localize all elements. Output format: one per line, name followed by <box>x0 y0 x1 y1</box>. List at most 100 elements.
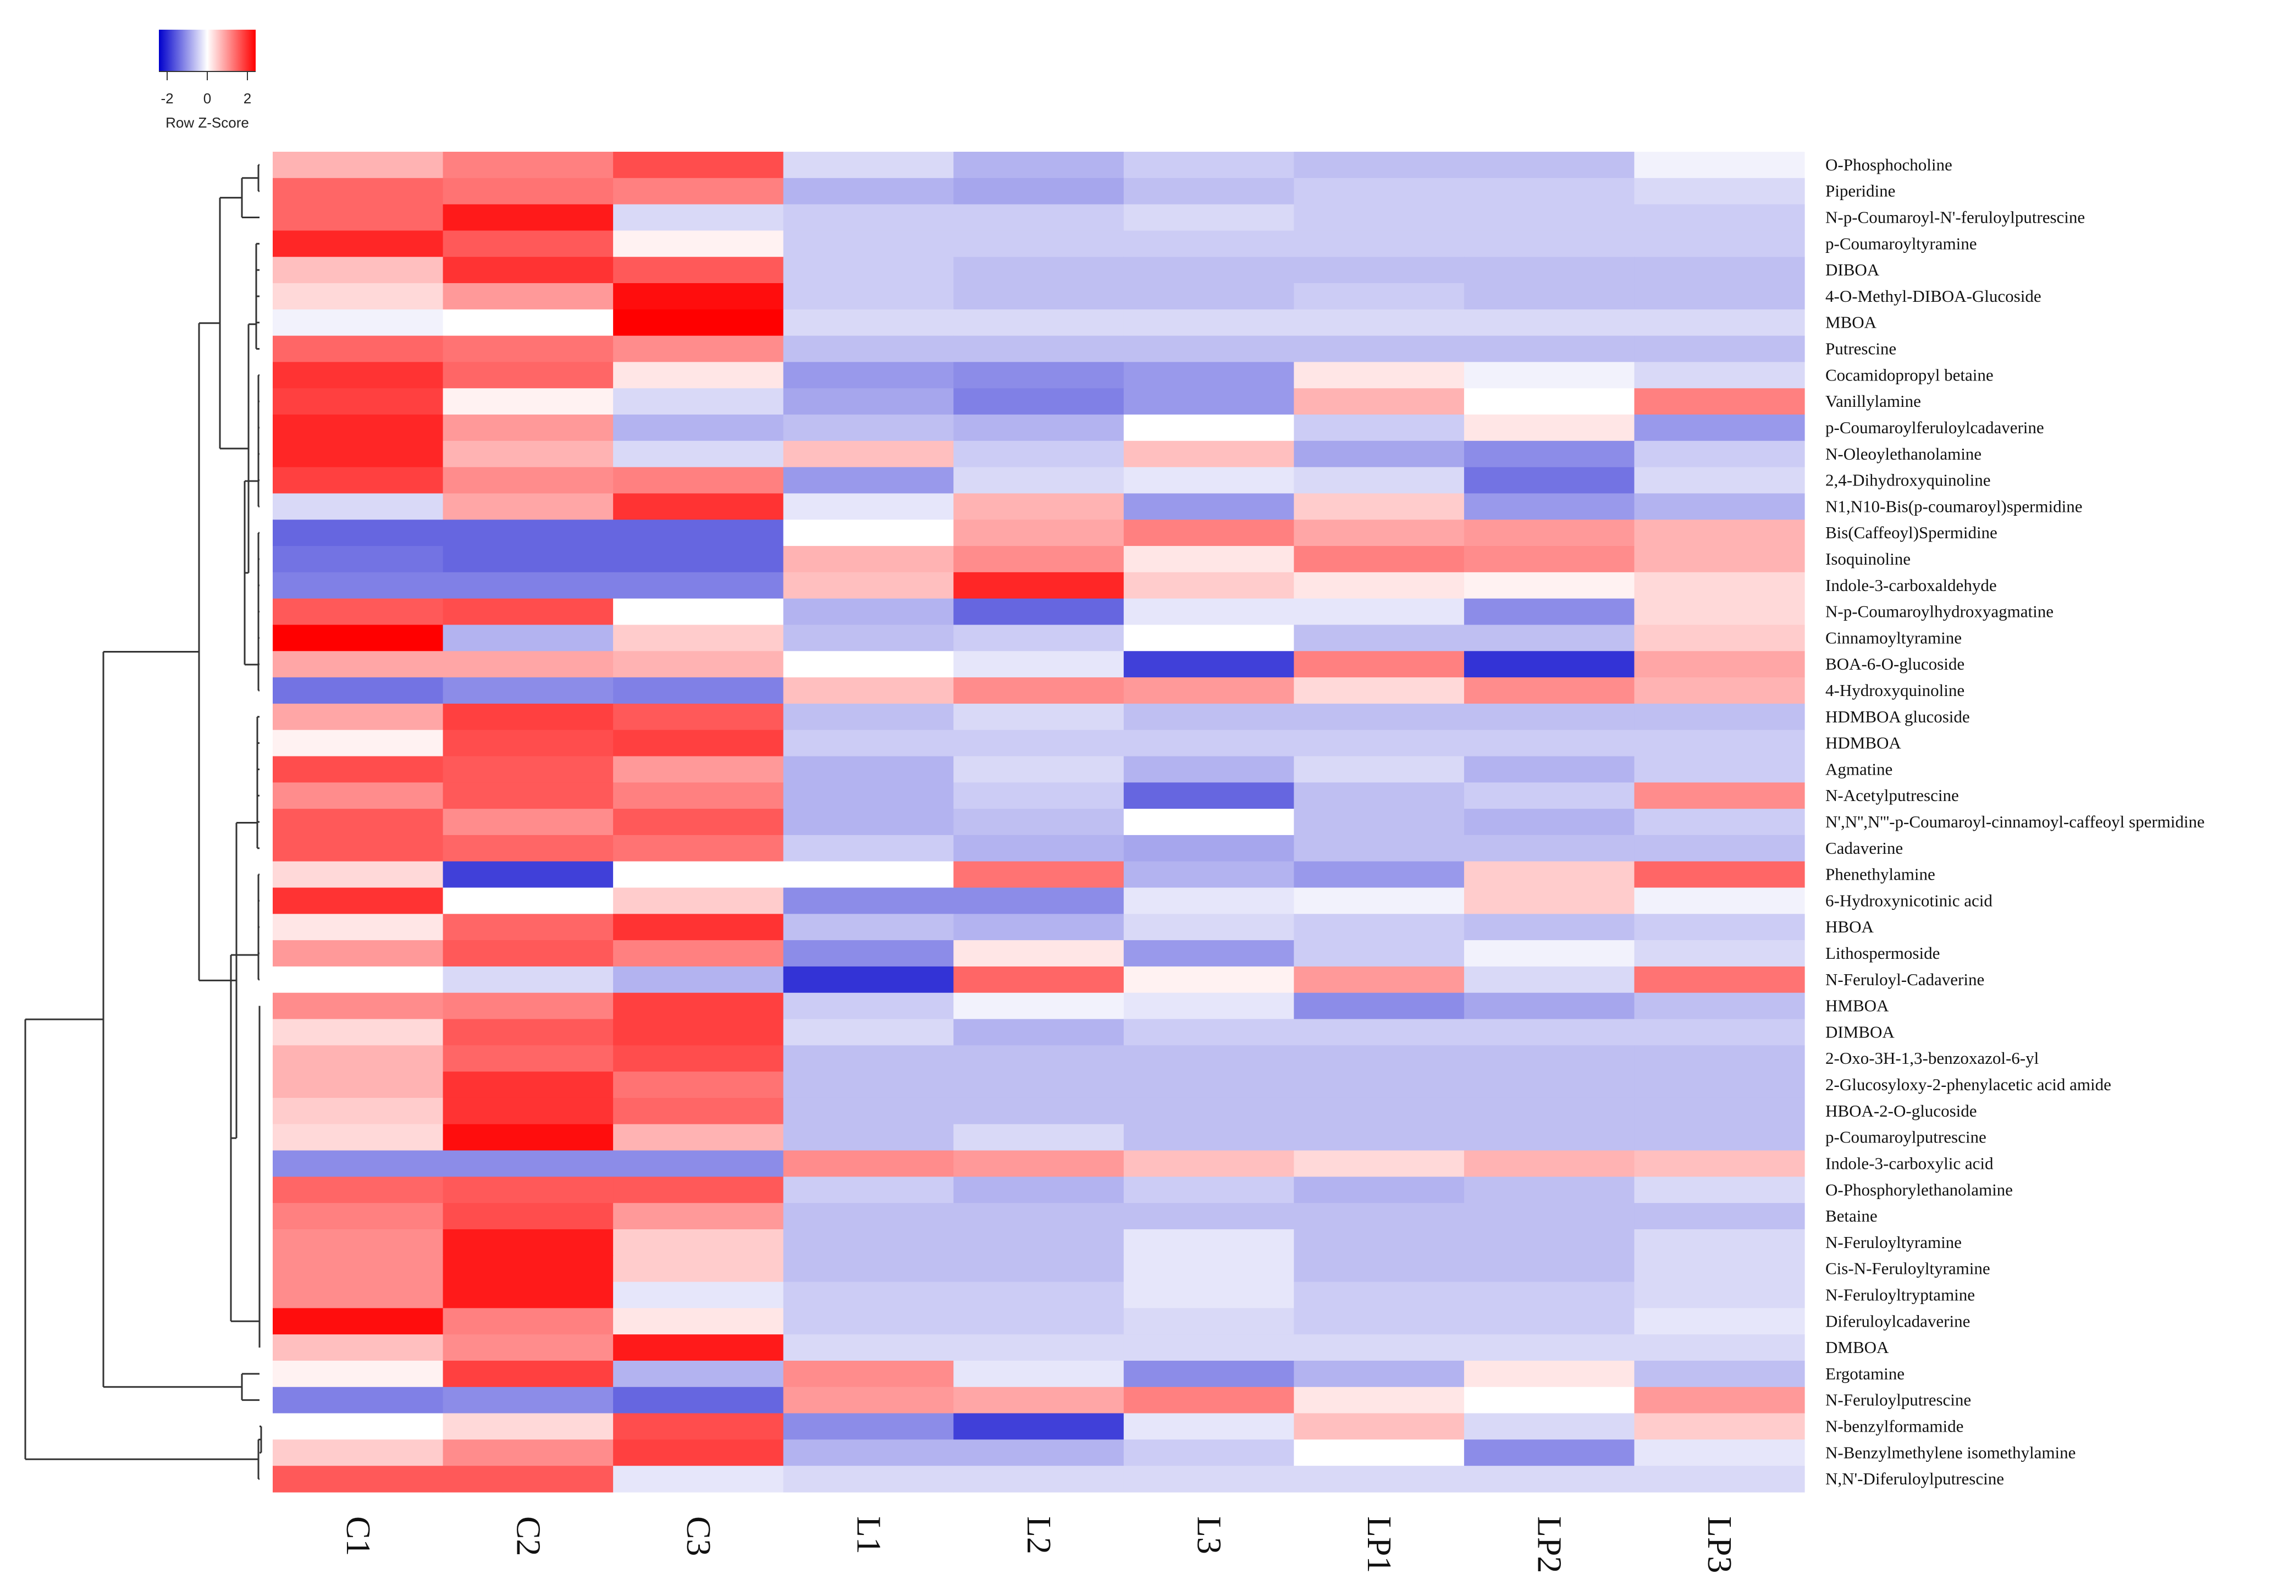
heatmap-cell <box>1464 1255 1635 1283</box>
heatmap-cell <box>1294 1045 1465 1072</box>
heatmap-cell <box>1294 809 1465 836</box>
heatmap-cell <box>1464 493 1635 520</box>
heatmap-cell <box>273 1045 444 1072</box>
heatmap-cell <box>1464 440 1635 468</box>
heatmap-cell <box>1123 887 1294 914</box>
heatmap-cell <box>443 625 614 651</box>
heatmap-cell <box>1634 756 1805 783</box>
heatmap-cell <box>783 1124 954 1151</box>
heatmap-cell <box>1294 1466 1465 1493</box>
heatmap-cell <box>1123 309 1294 336</box>
heatmap-cell <box>443 335 614 363</box>
heatmap-cell <box>1294 335 1465 363</box>
heatmap-cell <box>1634 1439 1805 1466</box>
heatmap-cell <box>1123 1282 1294 1308</box>
heatmap-cell <box>1634 782 1805 809</box>
heatmap-cell <box>1464 1413 1635 1440</box>
heatmap-cell <box>443 257 614 284</box>
heatmap-cell <box>613 1097 784 1125</box>
heatmap-cell <box>1464 625 1635 651</box>
heatmap-cell <box>783 677 954 704</box>
heatmap-cell <box>613 1150 784 1177</box>
color-key-tick-low: -2 <box>161 90 173 107</box>
heatmap-cell <box>1464 598 1635 626</box>
heatmap-cell <box>953 1360 1124 1388</box>
heatmap-cell <box>443 887 614 914</box>
heatmap-cell <box>783 887 954 914</box>
heatmap-cell <box>1634 1229 1805 1256</box>
heatmap-cell <box>783 1072 954 1098</box>
heatmap-cell <box>783 362 954 389</box>
heatmap-cell <box>953 257 1124 284</box>
heatmap-cell <box>273 914 444 941</box>
heatmap-cell <box>443 1229 614 1256</box>
row-label: p-Coumaroylputrescine <box>1825 1128 1986 1147</box>
heatmap-cell <box>783 1177 954 1203</box>
row-label: Betaine <box>1825 1206 1878 1225</box>
heatmap-cell <box>273 388 444 415</box>
heatmap-cell <box>443 756 614 783</box>
color-key-tick-mid: 0 <box>203 90 211 107</box>
heatmap-cell <box>1123 572 1294 599</box>
heatmap-cell <box>953 1255 1124 1283</box>
heatmap-cell <box>1634 1150 1805 1177</box>
heatmap-cell <box>1464 966 1635 993</box>
heatmap-cell <box>1634 335 1805 363</box>
heatmap-cell <box>1123 362 1294 389</box>
heatmap-cell <box>613 1045 784 1072</box>
heatmap-cell <box>273 1439 444 1466</box>
heatmap-cell <box>613 1334 784 1361</box>
heatmap-cell <box>273 546 444 573</box>
heatmap-cell <box>613 914 784 941</box>
heatmap-cell <box>1634 887 1805 914</box>
heatmap-cell <box>1294 861 1465 888</box>
heatmap-cell <box>783 204 954 231</box>
heatmap-cell <box>443 309 614 336</box>
heatmap-cell <box>1123 651 1294 678</box>
row-label: O-Phosphocholine <box>1825 155 1952 174</box>
row-label: Diferuloylcadaverine <box>1825 1311 1970 1330</box>
heatmap-cell <box>1294 283 1465 310</box>
heatmap-cell <box>613 335 784 363</box>
heatmap-cell <box>1634 1282 1805 1308</box>
heatmap-cell <box>273 1124 444 1151</box>
heatmap-cell <box>1123 835 1294 862</box>
heatmap-cell <box>953 1045 1124 1072</box>
heatmap-cell <box>783 966 954 993</box>
heatmap-cell <box>1464 940 1635 967</box>
heatmap-cell <box>273 651 444 678</box>
heatmap-cell <box>443 1150 614 1177</box>
heatmap-cell <box>1634 835 1805 862</box>
heatmap-cell <box>953 861 1124 888</box>
heatmap-cell <box>1634 992 1805 1020</box>
heatmap-cell <box>953 1334 1124 1361</box>
heatmap-cell <box>783 1229 954 1256</box>
heatmap-cell <box>443 152 614 179</box>
heatmap-cell <box>953 992 1124 1020</box>
heatmap-cell <box>1294 887 1465 914</box>
row-label: Cocamidopropyl betaine <box>1825 365 1994 384</box>
heatmap-cell <box>783 1255 954 1283</box>
row-label: Bis(Caffeoyl)Spermidine <box>1825 523 1997 542</box>
heatmap-cell <box>783 730 954 757</box>
column-label: C3 <box>680 1516 717 1556</box>
heatmap-cell <box>1294 625 1465 651</box>
heatmap-cell <box>1634 1097 1805 1125</box>
heatmap-cell <box>1294 1360 1465 1388</box>
heatmap-cell <box>1294 1282 1465 1308</box>
heatmap-cell <box>1294 572 1465 599</box>
heatmap-cells <box>273 152 1805 1493</box>
heatmap-cell <box>1123 677 1294 704</box>
heatmap-cell <box>783 257 954 284</box>
heatmap-cell <box>953 703 1124 731</box>
heatmap-cell <box>443 1124 614 1151</box>
heatmap-cell <box>1294 493 1465 520</box>
row-label: 2,4-Dihydroxyquinoline <box>1825 471 1991 490</box>
heatmap-cell <box>613 257 784 284</box>
heatmap-cell <box>273 1387 444 1414</box>
heatmap-cell <box>1464 178 1635 205</box>
heatmap-cell <box>953 1019 1124 1046</box>
heatmap-cell <box>783 782 954 809</box>
heatmap-cell <box>273 1072 444 1098</box>
heatmap-cell <box>1464 756 1635 783</box>
